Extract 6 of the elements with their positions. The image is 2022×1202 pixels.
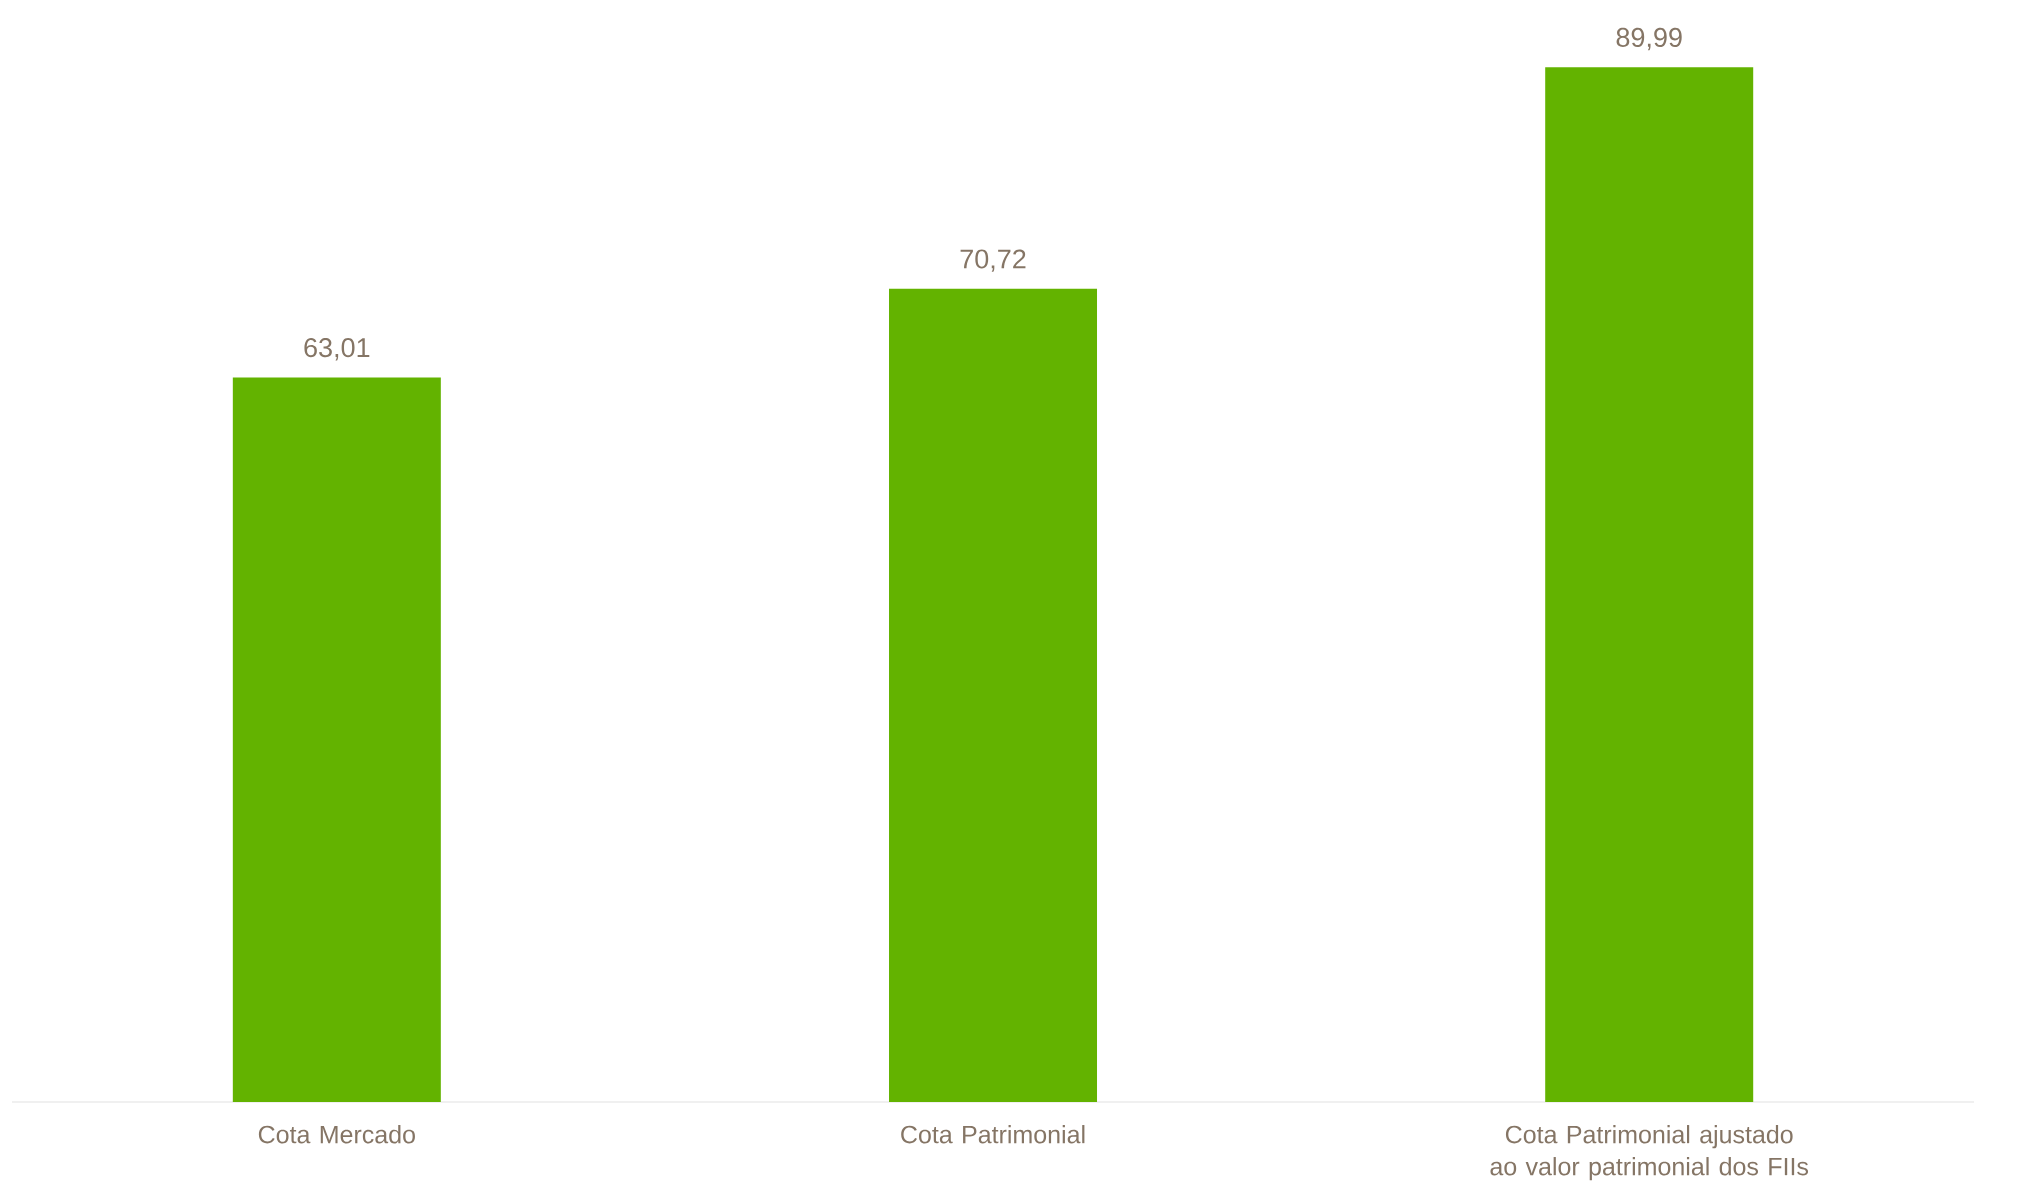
x-tick-label: Cota Patrimonial [901,1125,1085,1144]
x-tick-label: Cota Mercado [258,1125,415,1144]
x-tick-label: Cota Patrimonial ajustado ao valor patrimonial dos FIIs [1490,1125,1809,1181]
data-label: 89,99 [1616,27,1682,51]
data-label: 70,72 [960,249,1026,272]
data-label: 63,01 [304,338,370,361]
